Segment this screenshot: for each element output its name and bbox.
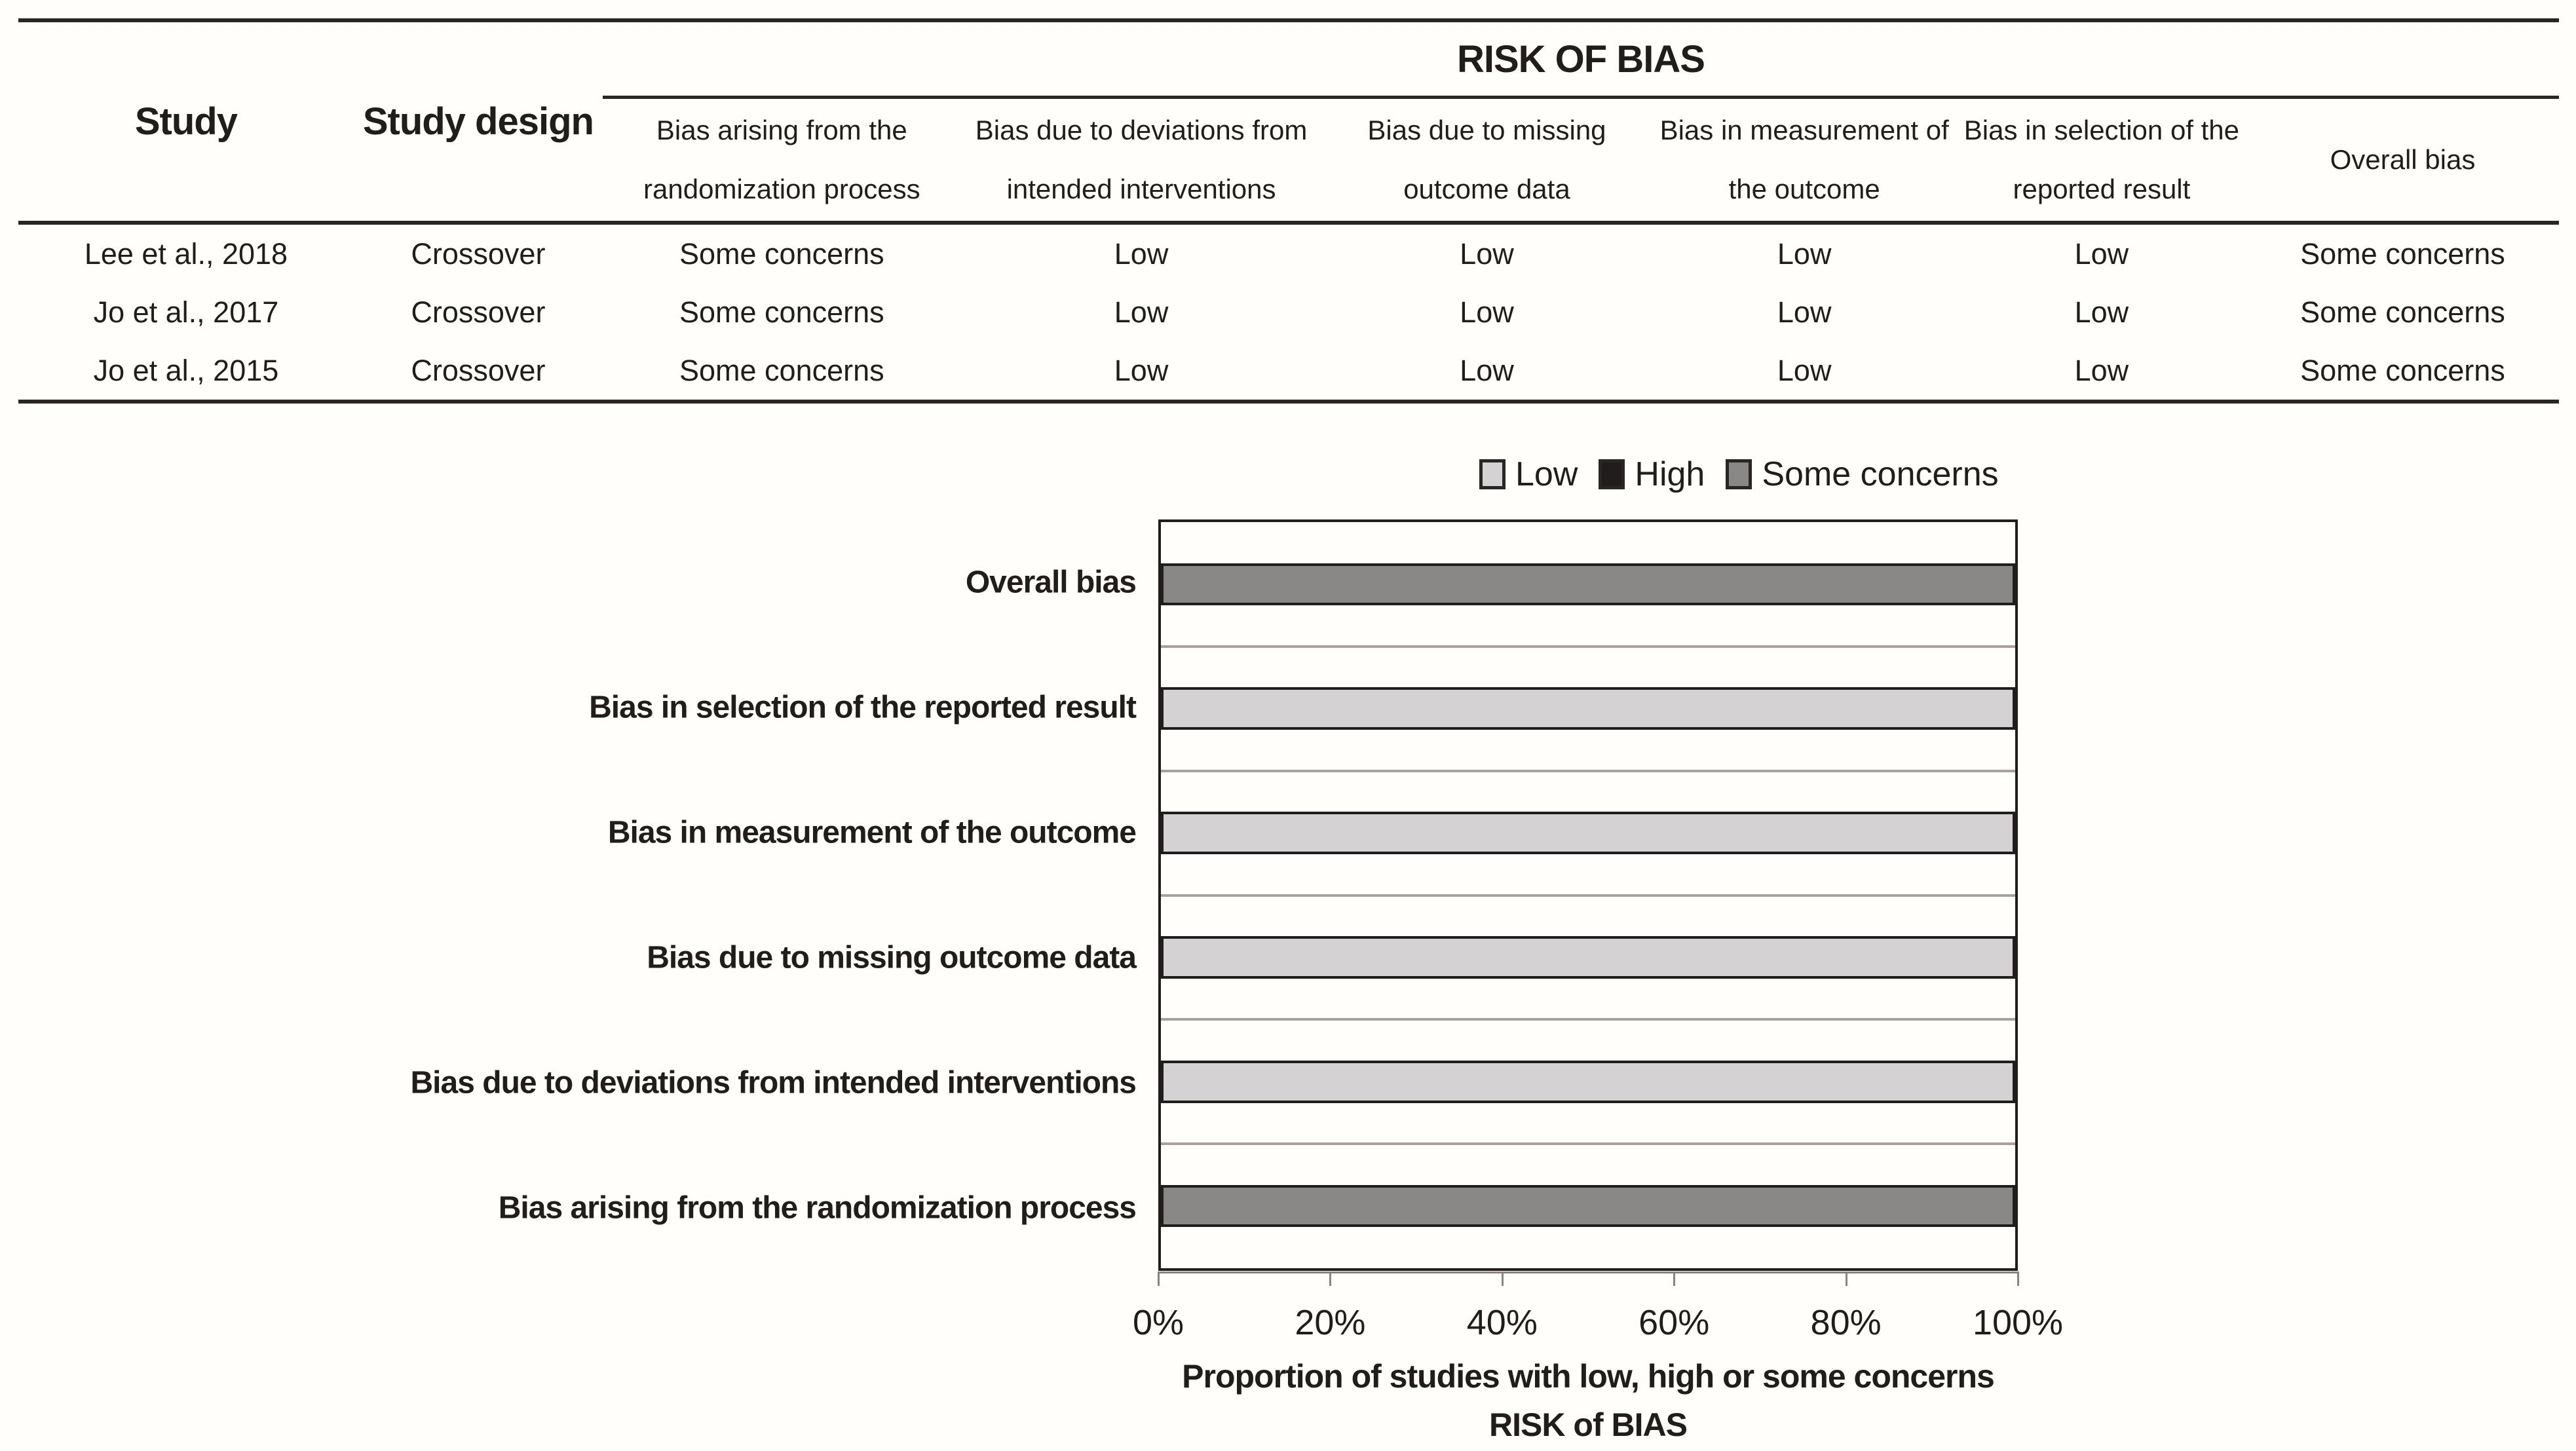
bias-judgement-cell: Low bbox=[2074, 236, 2129, 271]
bias-judgement-cell: Low bbox=[1777, 295, 1832, 329]
x-axis-tick-label: 20% bbox=[1295, 1303, 1366, 1342]
category-slot bbox=[1161, 1019, 2015, 1144]
column-header-study: Study bbox=[18, 20, 354, 225]
table-row: Jo et al., 2017 Crossover Some concerns Low… bbox=[18, 283, 2559, 341]
category-slot bbox=[1161, 647, 2015, 771]
bias-judgement-cell: Low bbox=[960, 341, 1322, 404]
bias-domain-column-header: Overall bias bbox=[2246, 97, 2559, 225]
design-cell: Crossover bbox=[411, 295, 546, 329]
risk-of-bias-group-header: RISK OF BIAS bbox=[602, 20, 2559, 99]
bar-segment bbox=[1161, 1060, 2015, 1103]
category-slot bbox=[1161, 522, 2015, 647]
category-label: Bias due to missing outcome data bbox=[647, 940, 1137, 975]
bias-domain-header-row: Bias arising from the randomization proc… bbox=[18, 97, 2559, 225]
study-cell: Jo et al., 2017 bbox=[93, 295, 279, 329]
legend-item: High bbox=[1599, 455, 1705, 494]
x-axis-tick-marks bbox=[1158, 1272, 2019, 1286]
bar bbox=[1161, 1060, 2015, 1103]
x-axis-line bbox=[1158, 1272, 2018, 1273]
chart-legend: Low High Some concerns bbox=[1479, 455, 1999, 494]
x-axis-tick-mark bbox=[2017, 1272, 2019, 1286]
x-axis-tick-mark bbox=[1329, 1272, 1332, 1286]
category-label: Bias in selection of the reported result bbox=[589, 690, 1137, 725]
category-slot bbox=[1161, 1144, 2015, 1268]
x-axis-title-line1: Proportion of studies with low, high or … bbox=[1182, 1358, 1995, 1395]
x-axis-tick-label: 80% bbox=[1810, 1303, 1882, 1342]
x-axis-tick-label: 40% bbox=[1466, 1303, 1538, 1342]
category-gridline bbox=[1161, 645, 2015, 648]
bias-judgement-cell: Some concerns bbox=[679, 295, 884, 329]
bias-judgement-cell: Low bbox=[1956, 341, 2246, 404]
bias-judgement-cell: Low bbox=[2074, 295, 2129, 329]
bias-judgement-cell: Some concerns bbox=[2246, 341, 2559, 404]
design-cell: Crossover bbox=[411, 236, 546, 271]
bar-segment bbox=[1161, 563, 2015, 606]
table-row: Lee et al., 2018 Crossover Some concerns Lo… bbox=[18, 223, 2559, 283]
bias-judgement-cell: Low bbox=[1777, 236, 1832, 271]
x-axis-tick-labels: 0% 20% 40% 60% 80% 100% bbox=[1133, 1302, 2063, 1342]
bias-judgement-cell: Low bbox=[1321, 341, 1652, 404]
category-slot bbox=[1161, 771, 2015, 895]
bar-segment bbox=[1161, 1184, 2015, 1228]
x-axis-tick-label: 0% bbox=[1132, 1303, 1184, 1342]
legend-swatch-icon bbox=[1726, 459, 1752, 489]
table-header: Study Study design RISK OF BIAS Bias ari… bbox=[18, 20, 2559, 225]
x-axis-tick-label: 100% bbox=[1972, 1303, 2064, 1342]
x-axis-title-line2: RISK of BIAS bbox=[1489, 1406, 1688, 1443]
legend-swatch-icon bbox=[1479, 459, 1506, 489]
bias-judgement-cell: Low bbox=[1114, 236, 1169, 271]
bias-domain-column-header: Bias in selection of the reported result bbox=[1956, 97, 2246, 225]
x-axis-tick-label: 60% bbox=[1638, 1303, 1710, 1342]
design-cell: Crossover bbox=[353, 341, 603, 404]
bias-judgement-cell: Low bbox=[1652, 341, 1957, 404]
category-slot bbox=[1161, 895, 2015, 1020]
legend-item: Some concerns bbox=[1726, 455, 1999, 494]
bias-judgement-cell: Some concerns bbox=[679, 236, 884, 271]
bar bbox=[1161, 687, 2015, 730]
bar-segment bbox=[1161, 687, 2015, 730]
x-axis-tick-mark bbox=[1845, 1272, 1847, 1286]
bias-domain-column-header: Bias in measurement of the outcome bbox=[1652, 97, 1957, 225]
category-label: Bias due to deviations from intended int… bbox=[410, 1065, 1137, 1101]
bar-segment bbox=[1161, 936, 2015, 979]
bar bbox=[1161, 563, 2015, 606]
category-label: Bias in measurement of the outcome bbox=[607, 815, 1137, 850]
bias-judgement-cell: Some concerns bbox=[2300, 295, 2505, 329]
category-gridline bbox=[1161, 1142, 2015, 1146]
legend-item: Low bbox=[1479, 455, 1578, 494]
category-axis-labels: Overall bias Bias in selection of the rep… bbox=[13, 519, 1137, 1271]
bias-judgement-cell: Some concerns bbox=[602, 341, 961, 404]
column-header-study-design: Study design bbox=[353, 20, 603, 225]
bias-domain-column-header: Bias due to missing outcome data bbox=[1321, 97, 1652, 225]
plot-area bbox=[1158, 519, 2018, 1271]
x-axis-tick-mark bbox=[1673, 1272, 1676, 1286]
legend-label: High bbox=[1635, 455, 1705, 493]
bias-judgement-cell: Low bbox=[1460, 236, 1514, 271]
bar bbox=[1161, 936, 2015, 979]
table-row: Jo et al., 2015 Crossover Some concerns Low… bbox=[18, 341, 2559, 404]
table-body: Lee et al., 2018 Crossover Some concerns Lo… bbox=[18, 223, 2559, 404]
bias-judgement-cell: Some concerns bbox=[2300, 236, 2505, 271]
category-gridline bbox=[1161, 769, 2015, 772]
category-gridline bbox=[1161, 1018, 2015, 1021]
bar-segment bbox=[1161, 812, 2015, 854]
legend-swatch-icon bbox=[1599, 459, 1625, 489]
bar bbox=[1161, 812, 2015, 854]
study-cell: Jo et al., 2015 bbox=[18, 341, 354, 404]
legend-label: Some concerns bbox=[1762, 455, 1999, 493]
bar bbox=[1161, 1184, 2015, 1228]
category-label: Overall bias bbox=[965, 565, 1137, 600]
x-axis-tick-mark bbox=[1158, 1272, 1160, 1286]
bias-judgement-cell: Low bbox=[1114, 295, 1169, 329]
category-label: Bias arising from the randomization proc… bbox=[498, 1190, 1137, 1226]
bias-domain-column-header: Bias arising from the randomization proc… bbox=[602, 97, 961, 225]
legend-label: Low bbox=[1515, 455, 1578, 493]
study-cell: Lee et al., 2018 bbox=[84, 236, 288, 271]
bias-judgement-cell: Low bbox=[1460, 295, 1514, 329]
risk-of-bias-table: Study Study design RISK OF BIAS Bias ari… bbox=[18, 18, 2559, 404]
bias-domain-column-header: Bias due to deviations from intended int… bbox=[960, 97, 1322, 225]
category-gridline bbox=[1161, 894, 2015, 897]
x-axis-tick-mark bbox=[1501, 1272, 1504, 1286]
